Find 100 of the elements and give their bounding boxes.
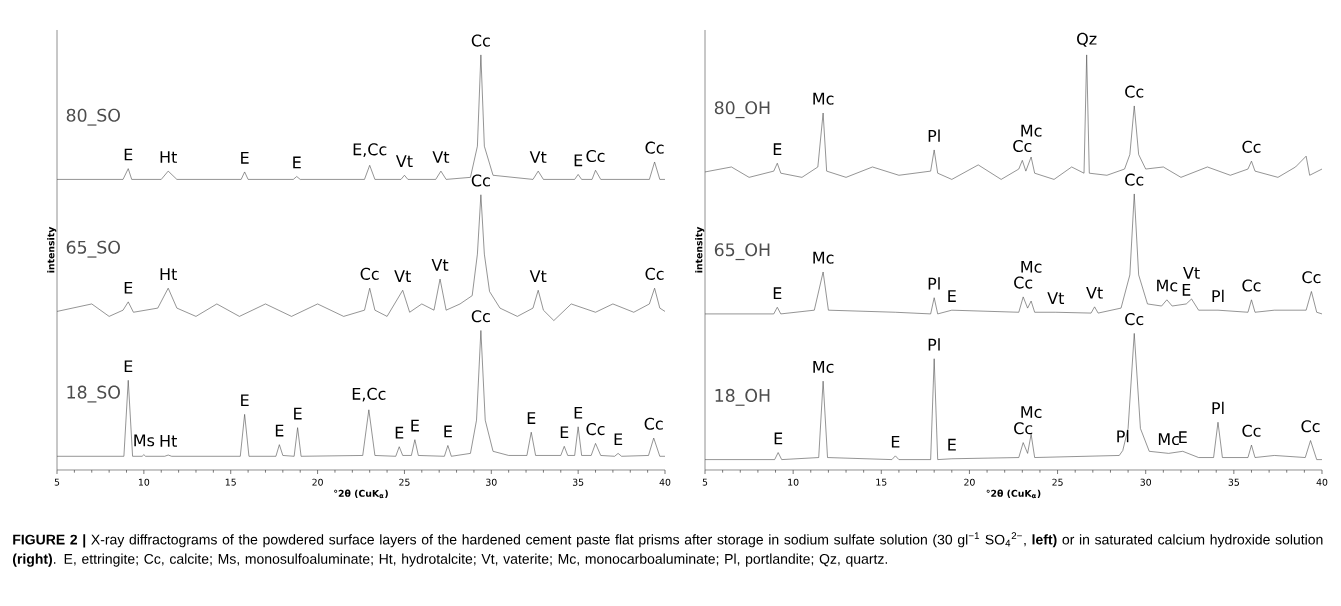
x-tick-label: 10 [138, 478, 150, 486]
annotation: Cc [1242, 140, 1261, 153]
annotation: Cc [1014, 276, 1033, 289]
x-tick-label: 10 [788, 478, 799, 486]
annotation: E [527, 412, 536, 424]
annotation: Ht [160, 435, 177, 447]
annotation: Mc [1157, 279, 1178, 292]
annotation: Cc [471, 34, 490, 47]
annotation: E,Cc [352, 387, 386, 402]
y-axis-title: intensity [47, 226, 57, 273]
text: 80_OH [714, 101, 770, 119]
x-tick-label: 15 [225, 478, 236, 486]
annotation: E [614, 433, 623, 446]
annotation: Ms [134, 434, 155, 447]
annotation: Cc [471, 310, 490, 323]
annotation: E [395, 426, 404, 439]
annotation: Cc [1242, 279, 1261, 292]
annotation: Vt [394, 270, 411, 282]
annotation: Cc [471, 174, 490, 187]
annotation: E [275, 424, 284, 437]
annotation: Cc [1301, 420, 1320, 433]
x-tick-label: 25 [399, 478, 410, 486]
annotation: Qz [1077, 32, 1097, 47]
x-tick-label: 30 [486, 478, 497, 486]
annotation: Vt [395, 155, 413, 167]
annotation: Vt [431, 259, 449, 271]
x-tick-label: 40 [1316, 478, 1328, 486]
annotation: Vt [1086, 286, 1103, 299]
annotation: Vt [529, 270, 547, 282]
annotation: Cc [1242, 424, 1261, 437]
annotation: Mc [813, 251, 834, 264]
annotation: E [560, 426, 569, 439]
annotation: Mc [1021, 124, 1042, 137]
annotation: Cc [586, 423, 605, 436]
annotation: Vt [1047, 292, 1065, 304]
annotation: E [241, 394, 249, 407]
x-tick-label: 20 [964, 478, 975, 486]
annotation: E [574, 406, 583, 419]
text: FIGURE 2 | X-ray diffractograms of the powdered surface layers of the hardened cement paste flat prisms after storage in sodium sulfate solution (30 gl$^{−1}$ SO$_{4}$$^{2−}$, left) or in saturated calcium hydroxide solution (right). E, ettringite; Cc, calcite; Ms, monosulfoaluminate; Ht, hydrotalcite; Vt, vaterite; Mc, monocarboaluminate; Pl, portlandite; Qz, quartz. [12, 532, 1323, 567]
x-tick-label: 35 [572, 478, 584, 486]
annotation: Vt [529, 151, 547, 163]
annotation: Mc [813, 360, 834, 373]
x-tick-label: 20 [312, 478, 323, 486]
annotation: Vt [432, 151, 450, 163]
annotation: Mc [1158, 433, 1179, 446]
annotation: Cc [645, 267, 664, 280]
annotation: Ht [160, 151, 177, 163]
text: 18_OH [715, 388, 770, 406]
y-axis-title: intensity [695, 226, 705, 273]
annotation: Mc [1021, 260, 1042, 273]
annotation: E,Cc [353, 143, 387, 158]
annotation: E [773, 143, 782, 155]
annotation: Cc [1013, 139, 1032, 153]
annotation: Pl [928, 129, 940, 142]
annotation: E [774, 432, 783, 445]
x-tick-label: 30 [1140, 478, 1152, 486]
annotation: E [241, 152, 249, 164]
text: 80_SO [66, 108, 120, 126]
annotation: Cc [1014, 422, 1033, 435]
annotation: Pl [1117, 430, 1129, 443]
annotation: E [948, 290, 956, 302]
annotation: Pl [1212, 289, 1224, 302]
annotation: Vt [1183, 267, 1200, 279]
annotation: Cc [360, 267, 379, 280]
annotation: E [574, 154, 583, 167]
text: 65_OH [714, 243, 770, 261]
annotation: Pl [928, 338, 940, 351]
annotation: E [124, 281, 133, 294]
annotation: Ht [160, 268, 177, 280]
annotation: Pl [1212, 401, 1224, 414]
annotation: E [124, 360, 133, 373]
annotation: Cc [586, 149, 605, 163]
annotation: Cc [644, 417, 663, 430]
annotation: E [948, 438, 956, 451]
annotation: E [773, 287, 782, 299]
annotation: E [891, 435, 900, 448]
x-axis-title: °2θ (CuK$_{α}$) [986, 489, 1041, 499]
annotation: Cc [645, 141, 664, 154]
annotation: E [411, 419, 419, 432]
x-tick-label: 5 [54, 478, 60, 486]
annotation: Mc [813, 92, 834, 105]
series-label: 18_SO [67, 385, 120, 403]
x-axis-title: °2θ (CuK$_{α}$) [334, 489, 388, 499]
x-tick-label: 5 [702, 478, 708, 486]
annotation: Pl [928, 277, 940, 290]
x-tick-label: 40 [659, 478, 671, 486]
text: 65_SO [66, 240, 120, 258]
annotation: E [1179, 431, 1187, 444]
annotation: Cc [1125, 313, 1144, 326]
annotation: Mc [1021, 406, 1042, 419]
annotation: E [1182, 284, 1191, 296]
annotation: E [444, 425, 452, 438]
annotation: E [293, 156, 301, 169]
annotation: Cc [1125, 85, 1144, 98]
annotation: E [124, 148, 133, 161]
x-tick-label: 35 [1228, 478, 1239, 486]
annotation: E [294, 407, 302, 420]
x-tick-label: 25 [1052, 478, 1063, 486]
annotation: Cc [1302, 271, 1321, 284]
x-tick-label: 15 [876, 478, 887, 486]
